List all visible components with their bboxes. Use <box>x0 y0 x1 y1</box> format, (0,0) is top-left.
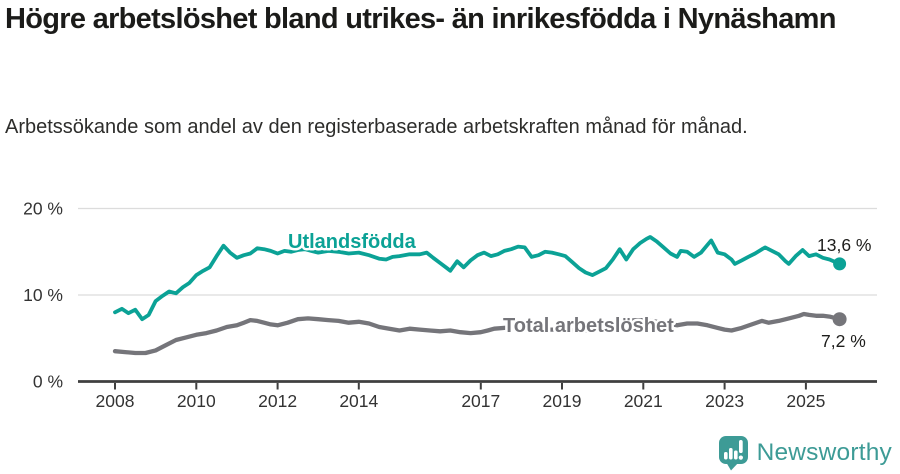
x-axis-tick-label: 2010 <box>177 391 216 411</box>
x-axis-tick-label: 2019 <box>543 391 582 411</box>
x-axis-tick-label: 2023 <box>705 391 744 411</box>
chart-title: Högre arbetslöshet bland utrikes- än inr… <box>5 3 836 35</box>
x-axis-tick-label: 2017 <box>461 391 500 411</box>
x-axis-tick-label: 2014 <box>339 391 378 411</box>
newsworthy-logo-icon <box>718 436 748 471</box>
x-axis-tick-label: 2025 <box>786 391 825 411</box>
y-axis-tick-label: 20 % <box>23 199 63 219</box>
x-axis-tick-label: 2021 <box>624 391 663 411</box>
newsworthy-brand: Newsworthy <box>718 435 892 471</box>
series-end-dot-total-arbetsloshet <box>832 312 847 327</box>
chart-subtitle: Arbetssökande som andel av den registerb… <box>5 116 748 138</box>
series-label-utlandsfodda: Utlandsfödda <box>288 231 417 253</box>
series-end-value-total-arbetsloshet: 7,2 % <box>821 331 866 351</box>
series-end-dot-utlandsfodda <box>833 257 847 271</box>
x-axis-tick-label: 2012 <box>258 391 297 411</box>
series-line-total-arbetsloshet <box>112 311 842 356</box>
series-label-total-arbetsloshet: Total arbetslöshet <box>503 315 674 337</box>
series-end-value-utlandsfodda: 13,6 % <box>817 235 871 255</box>
y-axis-tick-label: 0 % <box>33 372 63 392</box>
series-line-utlandsfodda <box>113 235 842 322</box>
y-axis-tick-label: 10 % <box>23 285 63 305</box>
x-axis-tick-label: 2008 <box>96 391 135 411</box>
newsworthy-brand-name: Newsworthy <box>756 439 892 466</box>
